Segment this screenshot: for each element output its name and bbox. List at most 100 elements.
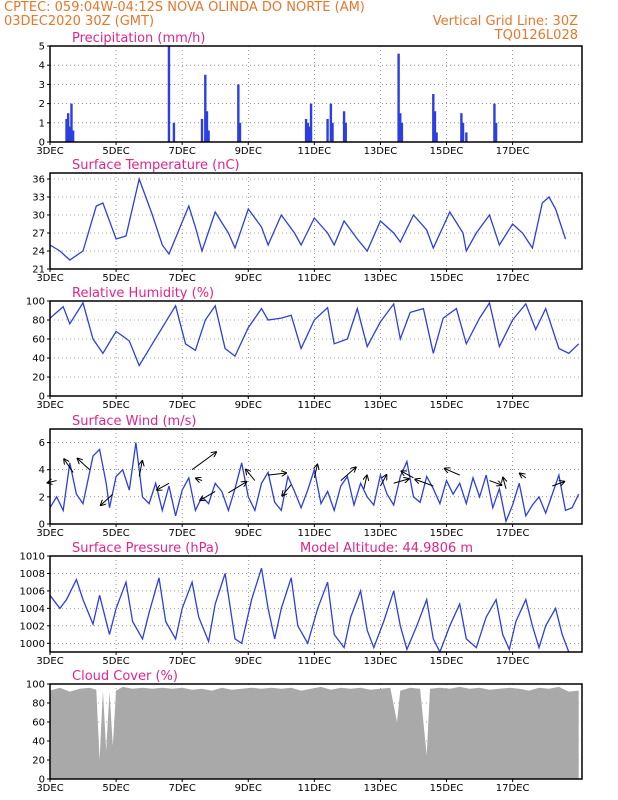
wind-vector-arrow	[520, 473, 527, 477]
precip-bar	[494, 122, 498, 142]
panel-annotation: Model Altitude: 44.9806 m	[300, 541, 473, 556]
panel-title: Cloud Cover (%)	[72, 669, 178, 684]
x-tick-label: 15DEC	[430, 273, 464, 284]
precip-bar	[397, 53, 400, 142]
x-tick-label: 3DEC	[36, 400, 63, 411]
precip-bar	[342, 111, 346, 142]
x-tick-label: 13DEC	[364, 400, 398, 411]
precip-bar	[207, 130, 210, 142]
panel-frame	[49, 555, 583, 653]
y-tick-label: 24	[32, 247, 45, 258]
x-tick-label: 7DEC	[168, 783, 195, 794]
series-line	[49, 301, 580, 368]
y-tick-label: 21	[32, 265, 45, 276]
y-tick-label: 30	[32, 211, 45, 222]
precip-bar	[70, 103, 73, 142]
precip-bar	[433, 111, 437, 142]
panel-frame	[49, 428, 583, 525]
x-tick-label: 13DEC	[364, 656, 398, 667]
wind-vector-arrow	[393, 479, 409, 484]
x-tick-label: 7DEC	[168, 528, 195, 539]
precip-bar	[204, 74, 207, 142]
y-tick-label: 4	[39, 61, 45, 72]
header-model-id: TQ0126L028	[494, 28, 578, 43]
x-tick-label: 15DEC	[430, 528, 464, 539]
y-tick-label: 1000	[20, 639, 45, 650]
precip-bar	[238, 122, 242, 142]
wind-vector-arrow	[101, 493, 114, 505]
x-tick-label: 5DEC	[102, 656, 129, 667]
x-tick-label: 11DEC	[297, 528, 331, 539]
wind-vector-arrow	[48, 481, 57, 483]
x-tick-label: 13DEC	[364, 146, 398, 157]
precip-bar	[65, 118, 68, 142]
precip-bar	[331, 122, 334, 142]
wind-vector-arrow	[401, 471, 414, 479]
x-tick-label: 5DEC	[102, 146, 129, 157]
x-tick-label: 7DEC	[168, 656, 195, 667]
panel-title: Surface Temperature (nC)	[72, 158, 240, 173]
wind-vector-arrow	[489, 480, 501, 485]
x-tick-label: 9DEC	[235, 146, 262, 157]
y-tick-label: 2	[39, 492, 45, 503]
y-tick-label: 4	[39, 465, 45, 476]
panel-title: Surface Wind (m/s)	[72, 414, 196, 429]
x-tick-label: 17DEC	[496, 400, 530, 411]
x-tick-label: 13DEC	[364, 528, 398, 539]
y-tick-label: 100	[26, 297, 45, 308]
wind-vector-arrow	[379, 475, 386, 487]
x-tick-label: 13DEC	[364, 783, 398, 794]
wind-vector-arrow	[282, 484, 292, 496]
wind-vector-arrow	[228, 482, 246, 494]
panel-title: Precipitation (mm/h)	[72, 31, 205, 46]
y-tick-label: 2	[39, 99, 45, 110]
header-date: 03DEC2020 30Z (GMT)	[4, 14, 155, 29]
x-tick-label: 15DEC	[430, 656, 464, 667]
wind-vector-arrow	[246, 470, 256, 481]
precip-bar	[167, 46, 171, 142]
x-tick-label: 9DEC	[235, 783, 262, 794]
wind-vector-arrow	[340, 467, 356, 481]
x-tick-label: 5DEC	[102, 273, 129, 284]
wind-vector-arrow	[314, 465, 317, 478]
y-tick-label: 3	[39, 80, 45, 91]
precip-bar	[329, 103, 333, 142]
y-tick-label: 0	[39, 520, 45, 531]
x-tick-label: 11DEC	[297, 656, 331, 667]
x-tick-label: 7DEC	[168, 400, 195, 411]
y-tick-label: 0	[39, 138, 45, 149]
x-tick-label: 9DEC	[235, 273, 262, 284]
precip-bar	[71, 130, 75, 142]
wind-vector-arrow	[503, 478, 506, 489]
precip-bar	[237, 84, 240, 142]
precip-bar	[435, 132, 438, 142]
precip-bar	[306, 122, 309, 142]
x-tick-label: 11DEC	[297, 783, 331, 794]
precip-bar	[493, 103, 496, 142]
x-tick-label: 9DEC	[235, 656, 262, 667]
panel-frame	[49, 45, 583, 143]
y-tick-label: 6	[39, 438, 45, 449]
y-tick-label: 20	[32, 373, 45, 384]
x-tick-label: 17DEC	[496, 528, 530, 539]
wind-vector-arrow	[268, 473, 286, 475]
panel-title: Relative Humidity (%)	[72, 286, 214, 301]
precip-bar	[205, 111, 209, 142]
y-tick-label: 60	[32, 335, 45, 346]
x-tick-label: 9DEC	[235, 528, 262, 539]
panel-title: Surface Pressure (hPa)	[72, 541, 219, 556]
y-tick-label: 5	[39, 42, 45, 53]
precip-bar	[308, 126, 311, 142]
y-tick-label: 1002	[20, 621, 45, 632]
wind-vector-arrow	[64, 459, 74, 473]
wind-vector-arrow	[157, 482, 170, 490]
y-tick-label: 80	[32, 699, 45, 710]
cloud-cover-area	[50, 686, 579, 779]
y-tick-label: 1010	[20, 552, 45, 563]
x-tick-label: 15DEC	[430, 400, 464, 411]
x-tick-label: 3DEC	[36, 528, 63, 539]
y-tick-label: 40	[32, 354, 45, 365]
wind-vector-arrow	[139, 461, 142, 477]
y-tick-label: 27	[32, 229, 45, 240]
x-tick-label: 17DEC	[496, 783, 530, 794]
